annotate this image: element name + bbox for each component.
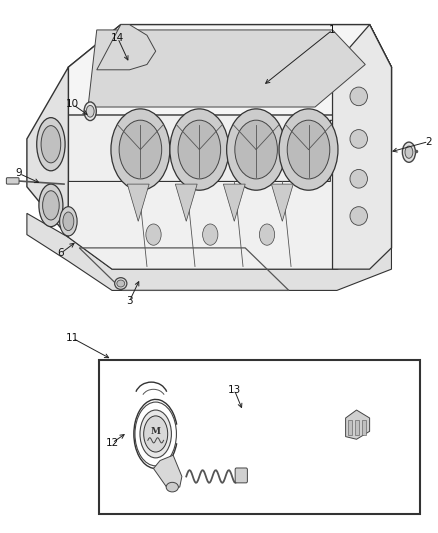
Ellipse shape: [350, 130, 367, 148]
Ellipse shape: [166, 482, 178, 492]
Ellipse shape: [117, 280, 125, 287]
Polygon shape: [272, 184, 293, 221]
Ellipse shape: [405, 146, 413, 158]
Text: 9: 9: [16, 168, 22, 179]
Ellipse shape: [259, 224, 275, 245]
Polygon shape: [27, 213, 392, 290]
Ellipse shape: [144, 416, 168, 452]
Polygon shape: [332, 25, 392, 269]
FancyBboxPatch shape: [7, 177, 19, 184]
Polygon shape: [346, 410, 370, 439]
Ellipse shape: [350, 207, 367, 225]
Ellipse shape: [350, 169, 367, 188]
Polygon shape: [127, 184, 149, 221]
Ellipse shape: [39, 184, 63, 227]
Ellipse shape: [86, 106, 94, 117]
Bar: [348, 420, 352, 435]
Bar: [362, 420, 366, 435]
Ellipse shape: [119, 120, 162, 179]
Polygon shape: [27, 67, 68, 237]
Polygon shape: [153, 455, 182, 487]
Bar: [99, 360, 420, 514]
Polygon shape: [68, 120, 392, 269]
Ellipse shape: [63, 212, 74, 231]
Ellipse shape: [287, 120, 330, 179]
Polygon shape: [68, 25, 392, 269]
Ellipse shape: [146, 224, 161, 245]
Ellipse shape: [403, 142, 416, 163]
Polygon shape: [88, 30, 365, 107]
Ellipse shape: [42, 191, 59, 220]
Ellipse shape: [60, 207, 77, 236]
Ellipse shape: [178, 120, 221, 179]
Ellipse shape: [350, 87, 367, 106]
Text: 13: 13: [228, 385, 241, 395]
Polygon shape: [223, 184, 245, 221]
Ellipse shape: [203, 224, 218, 245]
Ellipse shape: [41, 126, 61, 163]
Text: 10: 10: [66, 99, 79, 109]
Ellipse shape: [37, 118, 65, 171]
Polygon shape: [175, 184, 197, 221]
Text: 2: 2: [425, 136, 432, 147]
Ellipse shape: [279, 109, 338, 190]
Text: 12: 12: [106, 438, 119, 448]
Bar: [355, 420, 359, 435]
Text: 11: 11: [66, 333, 79, 343]
FancyBboxPatch shape: [235, 468, 247, 483]
Ellipse shape: [170, 109, 229, 190]
Text: M: M: [151, 427, 161, 436]
Ellipse shape: [235, 120, 277, 179]
Ellipse shape: [111, 109, 170, 190]
Text: 3: 3: [126, 296, 133, 306]
Ellipse shape: [115, 278, 127, 289]
Ellipse shape: [84, 102, 96, 120]
Polygon shape: [68, 25, 392, 115]
Polygon shape: [97, 25, 155, 70]
Ellipse shape: [140, 410, 171, 458]
Ellipse shape: [226, 109, 286, 190]
Text: 1: 1: [329, 25, 336, 35]
Text: 14: 14: [111, 33, 124, 43]
Polygon shape: [370, 25, 392, 152]
Text: 6: 6: [58, 248, 64, 258]
